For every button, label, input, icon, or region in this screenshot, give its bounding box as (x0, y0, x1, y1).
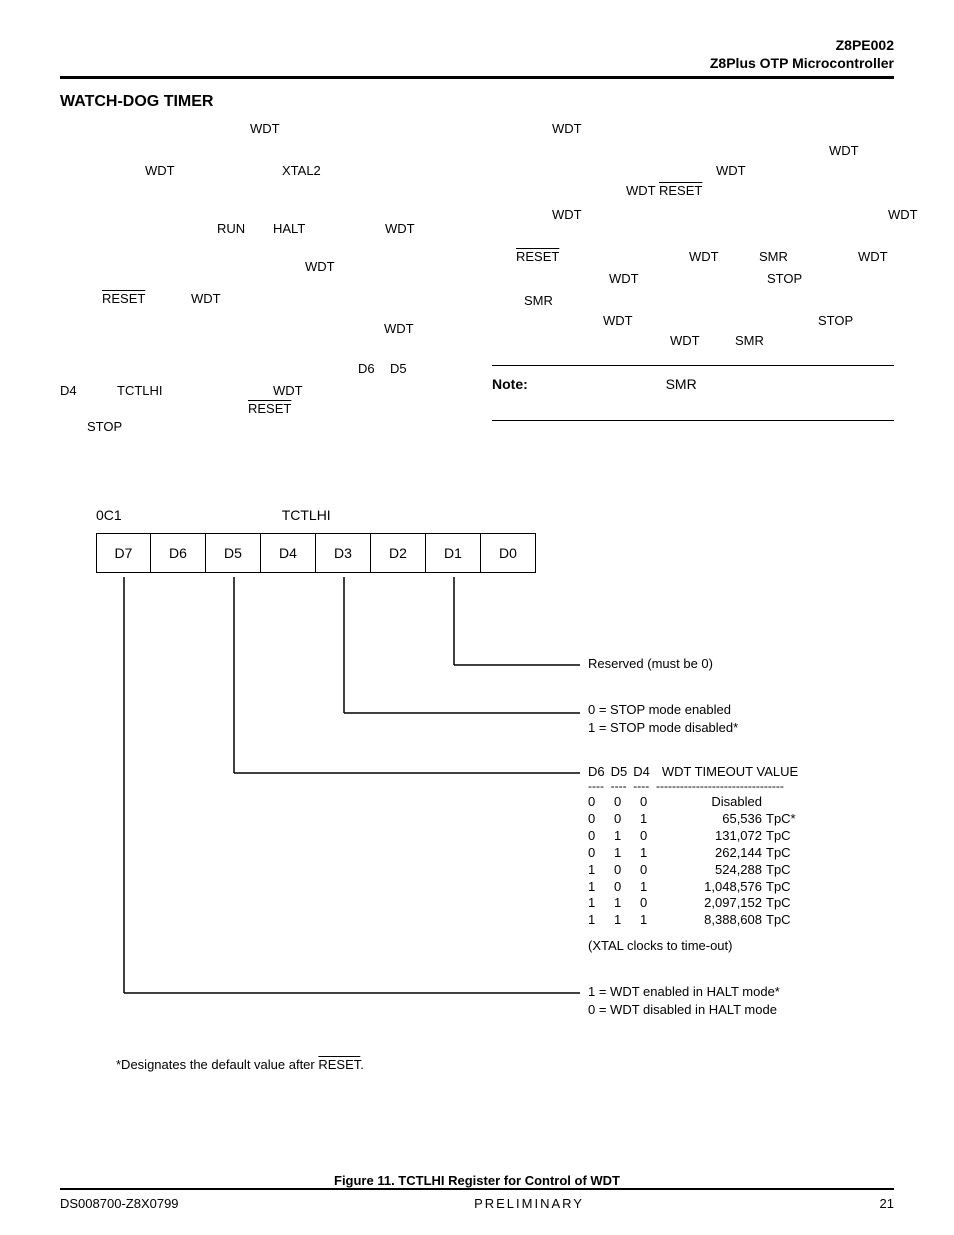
desc-d7: 1 = WDT enabled in HALT mode* 0 = WDT di… (588, 983, 780, 1018)
footer-center: PRELIMINARY (474, 1196, 584, 1211)
scatter-token: WDT (888, 207, 918, 222)
footer-left: DS008700-Z8X0799 (60, 1196, 179, 1211)
doc-title-1: Z8PE002 (60, 36, 894, 54)
scatter-token: STOP (767, 271, 802, 286)
bit-cell: D0 (481, 533, 536, 573)
desc-d3: 0 = STOP mode enabled 1 = STOP mode disa… (588, 701, 738, 736)
text-region-left: WDT WDT XTAL2 RUN HALT WDT WDT RESET WDT WDT D6 D5 D… (60, 121, 462, 451)
scatter-token: STOP (87, 419, 122, 434)
scatter-token: WDT (273, 383, 303, 398)
scatter-token: D5 (390, 361, 407, 376)
bit-cell: D1 (426, 533, 481, 573)
note-bottom-rule (492, 420, 894, 421)
section-title: WATCH-DOG TIMER (60, 93, 894, 111)
note-top-rule (492, 365, 894, 366)
scatter-token: WDT (250, 121, 280, 136)
scatter-token: SMR (735, 333, 764, 348)
bit-cell: D3 (316, 533, 371, 573)
figure-caption: Figure 11. TCTLHI Register for Control o… (60, 1173, 894, 1188)
table-row: 00165,536TpC* (588, 811, 802, 828)
scatter-token: WDT (670, 333, 700, 348)
scatter-token: WDT (829, 143, 859, 158)
note-row: Note: SMR (492, 376, 894, 392)
bit-cell: D6 (151, 533, 206, 573)
bit-cell: D5 (206, 533, 261, 573)
header-rule (60, 76, 894, 79)
figure-footnote: *Designates the default value after RESE… (116, 1057, 364, 1072)
scatter-token: WDT (552, 121, 582, 136)
figure-wrap: 0C1 TCTLHI D7D6D5D4D3D2D1D0 (60, 507, 894, 1188)
table-row: 011262,144TpC (588, 845, 802, 862)
scatter-token: WDT (385, 221, 415, 236)
bit-cell: D2 (371, 533, 426, 573)
note-token: SMR (666, 376, 697, 392)
scatter-token: HALT (273, 221, 305, 236)
scatter-token: XTAL2 (282, 163, 321, 178)
table-row: 010131,072TpC (588, 828, 802, 845)
desc-timeout-table: D6 D5 D4 WDT TIMEOUT VALUE ---- ---- ---… (588, 763, 802, 954)
footer: DS008700-Z8X0799 PRELIMINARY 21 (60, 1196, 894, 1211)
table-row: 1102,097,152TpC (588, 895, 802, 912)
table-row: 1118,388,608TpC (588, 912, 802, 929)
scatter-token: WDT (145, 163, 175, 178)
text-region-right: WDT WDT WDT WDT RESET WDT WDT RESET WDT SMR WDT WD… (492, 121, 894, 361)
scatter-token: D4 (60, 383, 77, 398)
scatter-token: RESET (516, 249, 559, 264)
note-label: Note: (492, 376, 528, 392)
desc-d0: Reserved (must be 0) (588, 655, 713, 673)
bit-cell: D7 (96, 533, 151, 573)
scatter-token: STOP (818, 313, 853, 328)
reg-name: TCTLHI (282, 507, 331, 523)
scatter-token: WDT (552, 207, 582, 222)
doc-header: Z8PE002 Z8Plus OTP Microcontroller (60, 36, 894, 72)
doc-title-2: Z8Plus OTP Microcontroller (60, 54, 894, 72)
footer-rule (60, 1188, 894, 1190)
scatter-token: WDT (716, 163, 746, 178)
bit-row: D7D6D5D4D3D2D1D0 (96, 533, 894, 573)
scatter-token: WDT (384, 321, 414, 336)
scatter-token: WDT RESET (626, 183, 702, 198)
scatter-token: WDT (609, 271, 639, 286)
scatter-token: RUN (217, 221, 245, 236)
scatter-token: D6 (358, 361, 375, 376)
bit-cell: D4 (261, 533, 316, 573)
table-row: 100524,288TpC (588, 862, 802, 879)
table-row: 1011,048,576TpC (588, 879, 802, 896)
table-row: 000Disabled (588, 794, 802, 811)
scatter-token: SMR (759, 249, 788, 264)
scatter-token: SMR (524, 293, 553, 308)
scatter-token: WDT (603, 313, 633, 328)
reg-addr: 0C1 (96, 507, 122, 523)
scatter-token: TCTLHI (117, 383, 163, 398)
scatter-token: WDT (689, 249, 719, 264)
footer-right: 21 (880, 1196, 894, 1211)
scatter-token: WDT (191, 291, 221, 306)
scatter-token: RESET (102, 291, 145, 306)
scatter-token: WDT (305, 259, 335, 274)
scatter-token: WDT (858, 249, 888, 264)
scatter-token: RESET (248, 401, 291, 416)
